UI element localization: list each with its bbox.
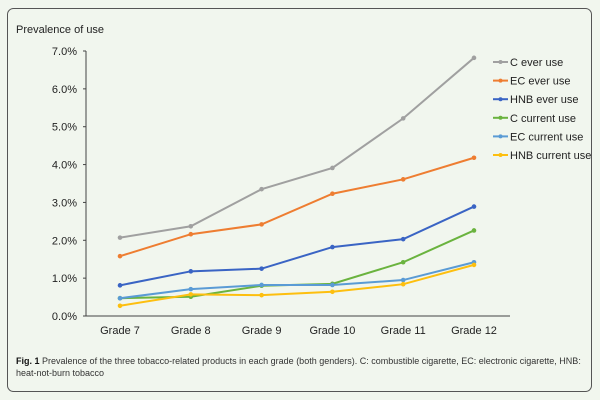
y-tick-label: 6.0% xyxy=(52,84,77,96)
data-point xyxy=(400,177,406,182)
data-point xyxy=(400,259,406,265)
y-tick-label: 1.0% xyxy=(52,273,77,285)
data-point xyxy=(259,266,264,271)
legend-marker xyxy=(498,115,503,120)
data-point xyxy=(117,283,123,288)
legend-label: HNB ever use xyxy=(510,94,578,106)
data-point xyxy=(330,244,335,250)
data-point xyxy=(471,155,477,161)
data-point xyxy=(330,165,335,171)
data-point xyxy=(400,236,406,242)
legend-label: HNB current use xyxy=(510,150,591,162)
data-point xyxy=(330,191,335,197)
data-point xyxy=(259,282,264,288)
data-point xyxy=(117,303,123,309)
data-point xyxy=(188,223,194,229)
legend-item: EC current use xyxy=(493,131,583,143)
legend-item: C ever use xyxy=(493,57,563,69)
x-tick-label: Grade 11 xyxy=(381,325,426,337)
y-tick-label: 4.0% xyxy=(52,160,77,172)
y-axis-title: Prevalence of use xyxy=(16,24,104,36)
data-point xyxy=(188,292,194,297)
legend-marker xyxy=(498,60,503,64)
y-tick-label: 5.0% xyxy=(52,122,77,134)
data-point xyxy=(471,228,477,233)
data-point xyxy=(259,186,264,192)
series-ec-ever-use xyxy=(117,155,477,259)
data-point xyxy=(259,222,264,227)
legend-label: EC ever use xyxy=(510,76,571,88)
legend-label: C ever use xyxy=(510,57,563,69)
data-point xyxy=(117,295,123,301)
y-tick-label: 7.0% xyxy=(52,46,77,58)
x-tick-label: Grade 9 xyxy=(242,325,282,337)
series-line xyxy=(119,57,475,239)
data-point xyxy=(330,289,335,295)
series-hnb-ever-use xyxy=(117,204,477,288)
y-tick-label: 2.0% xyxy=(52,235,77,247)
x-tick-label: Grade 10 xyxy=(309,325,355,337)
x-tick-label: Grade 12 xyxy=(451,325,497,337)
data-point xyxy=(400,281,406,287)
legend-marker xyxy=(498,97,503,102)
data-point xyxy=(471,204,477,209)
data-point xyxy=(471,262,477,268)
data-point xyxy=(400,116,406,121)
caption-text: Prevalence of the three tobacco-related … xyxy=(16,356,581,378)
data-point xyxy=(259,292,264,298)
legend-marker xyxy=(498,153,503,157)
y-tick-label: 3.0% xyxy=(52,197,77,209)
figure-frame xyxy=(7,8,592,392)
legend: C ever use EC ever use HNB ever use C curre… xyxy=(493,57,591,162)
series-line xyxy=(119,156,475,258)
data-point xyxy=(117,253,123,259)
legend-label: EC current use xyxy=(510,131,583,143)
legend-item: HNB ever use xyxy=(493,94,578,106)
series-c-current-use xyxy=(117,228,477,301)
data-point xyxy=(330,282,335,288)
x-tick-label: Grade 7 xyxy=(100,325,140,337)
data-point xyxy=(188,286,194,292)
y-tick-label: 0.0% xyxy=(52,311,77,323)
legend-marker xyxy=(498,78,503,83)
figure-caption: Fig. 1 Prevalence of the three tobacco-r… xyxy=(16,355,586,379)
series-hnb-current-use xyxy=(117,262,477,309)
legend-item: C current use xyxy=(493,113,576,125)
data-point xyxy=(188,269,194,274)
series-line xyxy=(119,263,475,307)
x-tick-label: Grade 8 xyxy=(171,325,211,337)
data-point xyxy=(117,235,123,240)
data-point xyxy=(471,55,477,61)
legend-marker xyxy=(498,134,503,139)
series-line xyxy=(119,205,475,287)
series-ec-current-use xyxy=(117,259,477,301)
series-line xyxy=(119,261,475,300)
legend-label: C current use xyxy=(510,113,576,125)
series-group xyxy=(117,55,477,309)
series-c-ever-use xyxy=(117,55,477,240)
legend-item: HNB current use xyxy=(493,150,591,162)
caption-label: Fig. 1 xyxy=(16,356,40,366)
data-point xyxy=(188,231,194,237)
data-point xyxy=(400,277,406,283)
legend-item: EC ever use xyxy=(493,76,571,88)
axes: 0.0% 1.0% 2.0% 3.0% 4.0% 5.0% 6.0% 7.0% Grade 7 G… xyxy=(52,46,510,337)
